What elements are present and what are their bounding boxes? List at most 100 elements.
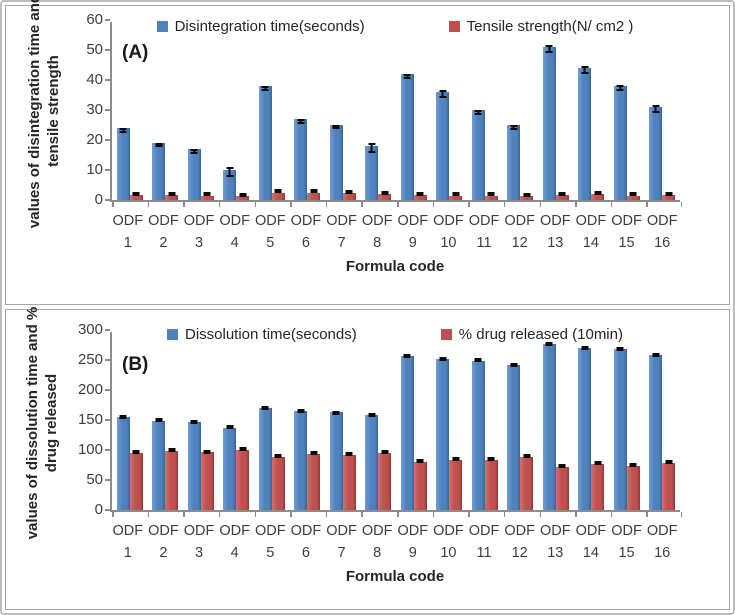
error-bar (416, 191, 424, 196)
error-bar (239, 447, 247, 452)
x-category-line1: ODF (575, 523, 607, 539)
y-tick-mark (105, 449, 110, 451)
error-bar (168, 191, 176, 196)
error-bar (439, 356, 447, 361)
x-tick-mark (183, 202, 185, 207)
x-category-line2: 13 (547, 545, 564, 561)
x-category-line2: 3 (195, 235, 204, 251)
x-category-line1: ODF (433, 213, 464, 229)
bar (271, 453, 285, 510)
y-tick-mark (105, 19, 110, 21)
x-category-line1: ODF (646, 213, 678, 229)
x-category-line1: ODF (468, 523, 500, 539)
panel-a-disintegration-chart: values of disintegration time and tensil… (5, 0, 730, 305)
x-category-label: ODF 14 (573, 520, 609, 564)
x-category-line1: ODF (397, 523, 429, 539)
error-bar (439, 90, 447, 98)
error-bar (665, 460, 673, 465)
y-tick-label: 0 (94, 191, 103, 208)
x-category-line2: 6 (301, 545, 310, 561)
x-tick-mark (147, 512, 150, 517)
x-category-line2: 11 (476, 235, 492, 251)
x-category-line2: 13 (547, 235, 564, 251)
x-tick-mark (254, 202, 256, 207)
bar (329, 124, 343, 200)
x-category-label: ODF 11 (466, 520, 502, 564)
bar (129, 450, 143, 510)
error-bar (652, 353, 660, 357)
error-bar (274, 189, 282, 194)
bar-group-odf-1 (112, 22, 148, 200)
error-bar (155, 142, 163, 147)
x-category-label: ODF 12 (502, 520, 538, 564)
bar (555, 191, 569, 200)
bar (258, 85, 272, 200)
bar (116, 127, 130, 200)
x-category-line1: ODF (219, 213, 250, 229)
x-tick-mark (218, 512, 221, 517)
x-tick-mark (610, 512, 613, 517)
x-category-label: ODF 15 (609, 520, 645, 564)
x-category-label: ODF 1 (110, 520, 146, 564)
bar (378, 450, 392, 510)
x-category-label: ODF 10 (431, 520, 467, 564)
x-category-line1: ODF (611, 523, 642, 539)
error-bar (332, 124, 340, 129)
bar (187, 148, 201, 200)
x-category-label: ODF 7 (324, 520, 360, 564)
x-category-line2: 7 (337, 235, 346, 251)
x-category-line2: 12 (511, 235, 528, 251)
bar (152, 142, 166, 200)
bar (307, 189, 321, 200)
x-category-line1: ODF (183, 523, 215, 539)
bar (436, 356, 450, 510)
x-category-line1: ODF (468, 213, 500, 229)
x-category-line2: 15 (618, 235, 635, 251)
panel-a-legend: Disintegration time(seconds) Tensile str… (110, 18, 680, 35)
error-bar (581, 346, 589, 351)
x-category-label: ODF 8 (359, 210, 395, 254)
x-category-line2: 11 (476, 545, 492, 561)
bar (200, 449, 214, 510)
panel-a-y-axis-title: values of disintegration time and tensil… (25, 0, 63, 261)
x-category-line2: 9 (408, 235, 417, 251)
bar-group-odf-10 (432, 22, 468, 200)
error-bar (487, 192, 495, 197)
y-tick-label: 300 (77, 321, 103, 338)
x-category-line2: 9 (408, 545, 417, 561)
panel-a-x-category-labels: ODF 1 ODF 2 ODF 3 ODF 4 ODF 5 ODF 6 ODF 7 ODF 8 ODF 9 ODF 1… (110, 210, 680, 254)
x-category-label: ODF 13 (538, 520, 574, 564)
x-category-line1: ODF (326, 213, 357, 229)
x-tick-mark (610, 202, 613, 207)
bar (555, 464, 569, 510)
x-category-label: ODF 6 (288, 520, 324, 564)
bar (471, 109, 485, 200)
legend-item-tensile-strength: Tensile strength(N/ cm2 ) (448, 18, 633, 35)
bar (626, 463, 640, 510)
x-tick-mark (503, 512, 506, 517)
bar-group-odf-5 (254, 22, 290, 200)
bar (378, 190, 392, 200)
y-tick-mark (105, 479, 110, 481)
bar-group-odf-16 (645, 332, 681, 510)
bar (484, 457, 498, 510)
y-tick-mark (105, 509, 110, 511)
x-tick-mark (680, 512, 682, 517)
x-category-line1: ODF (397, 213, 429, 229)
bar-group-odf-11 (467, 22, 503, 200)
x-category-line2: 3 (195, 545, 204, 561)
bar-group-odf-14 (574, 332, 610, 510)
error-bar (310, 451, 318, 456)
x-tick-mark (646, 202, 648, 207)
bar-group-odf-13 (538, 22, 574, 200)
error-bar (381, 450, 389, 455)
error-bar (510, 124, 518, 130)
x-category-line1: ODF (504, 523, 535, 539)
x-tick-mark (432, 202, 435, 207)
error-bar (239, 193, 247, 198)
bar (307, 451, 321, 510)
x-tick-mark (361, 202, 363, 207)
bar (413, 459, 427, 510)
error-bar (474, 109, 482, 115)
